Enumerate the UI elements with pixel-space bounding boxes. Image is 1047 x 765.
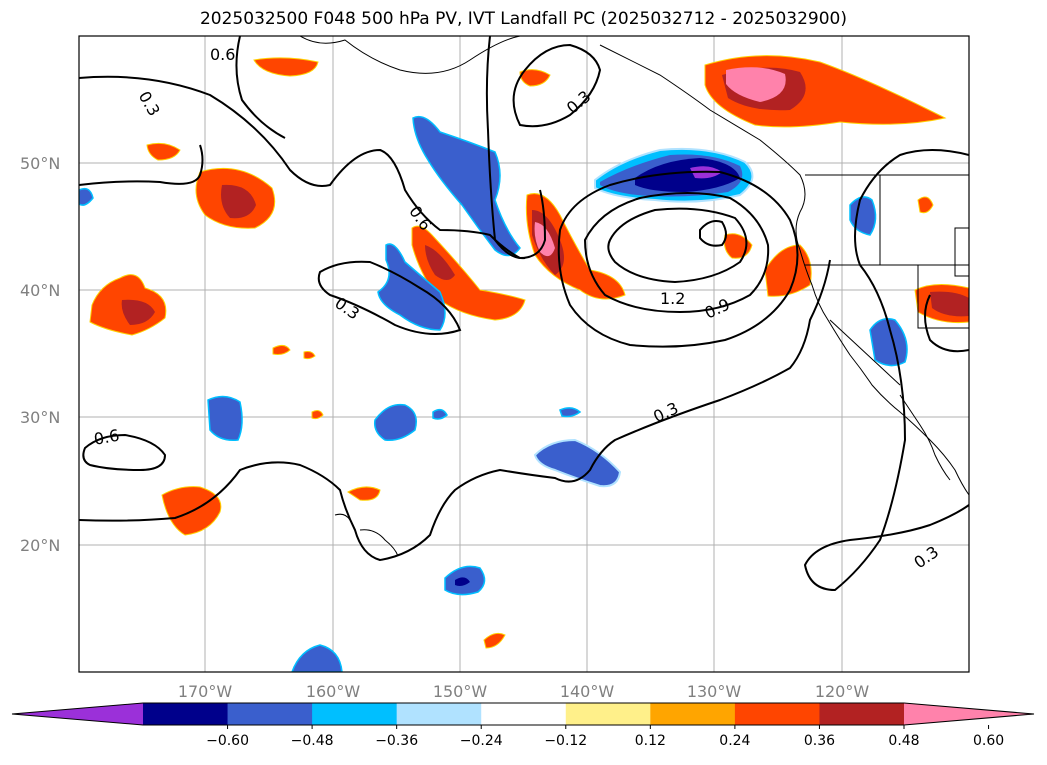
colorbar-tick-label: 0.24: [719, 733, 750, 749]
colorbar-tick-label: −0.36: [375, 733, 418, 749]
colorbar-extend-high: [904, 703, 1034, 725]
pc-contours: [79, 36, 969, 592]
lat-label: 20°N: [20, 536, 60, 555]
lon-label: 150°W: [433, 682, 488, 701]
colorbar-tick-label: −0.24: [460, 733, 503, 749]
colorbar-outline: [11, 702, 1035, 726]
lat-labels: 50°N 40°N 30°N 20°N: [20, 154, 60, 555]
colorbar-tick-label: 0.60: [973, 733, 1004, 749]
colorbar-tick-label: −0.12: [544, 733, 587, 749]
pv-positive-anomalies: [89, 55, 969, 649]
colorbar-segment: [227, 703, 313, 725]
lon-label: 130°W: [687, 682, 742, 701]
lon-label: 170°W: [178, 682, 233, 701]
lon-label: 120°W: [815, 682, 870, 701]
colorbar-segment: [396, 703, 482, 725]
lat-label: 30°N: [20, 408, 60, 427]
colorbar-segment: [565, 703, 651, 725]
lat-label: 50°N: [20, 154, 60, 173]
coastlines: [299, 36, 969, 557]
colorbar-segment: [819, 703, 905, 725]
colorbar-segment: [143, 703, 229, 725]
map-area: [79, 36, 969, 672]
colorbar: −0.60 −0.48 −0.36 −0.24 −0.12 0.12 0.24 0.36 0.4…: [11, 702, 1035, 749]
colorbar-segment: [481, 703, 567, 725]
colorbar-tick-label: 0.36: [804, 733, 835, 749]
colorbar-tick-label: −0.60: [206, 733, 249, 749]
colorbar-segment: [312, 703, 398, 725]
map-frame: [78, 35, 970, 673]
colorbar-segment: [734, 703, 820, 725]
colorbar-tick-label: 0.48: [888, 733, 919, 749]
lon-label: 160°W: [306, 682, 361, 701]
lon-labels: 170°W 160°W 150°W 140°W 130°W 120°W: [178, 682, 870, 701]
colorbar-segment: [650, 703, 736, 725]
colorbar-extend-low: [12, 703, 143, 725]
contour-label: 1.2: [660, 289, 685, 308]
colorbar-tick-label: −0.48: [291, 733, 334, 749]
lat-label: 40°N: [20, 281, 60, 300]
map-title: 2025032500 F048 500 hPa PV, IVT Landfall…: [199, 9, 847, 29]
contour-label: 0.6: [92, 426, 120, 449]
colorbar-tick-label: 0.12: [635, 733, 666, 749]
contour-label: 0.6: [210, 45, 235, 64]
lon-label: 140°W: [560, 682, 615, 701]
